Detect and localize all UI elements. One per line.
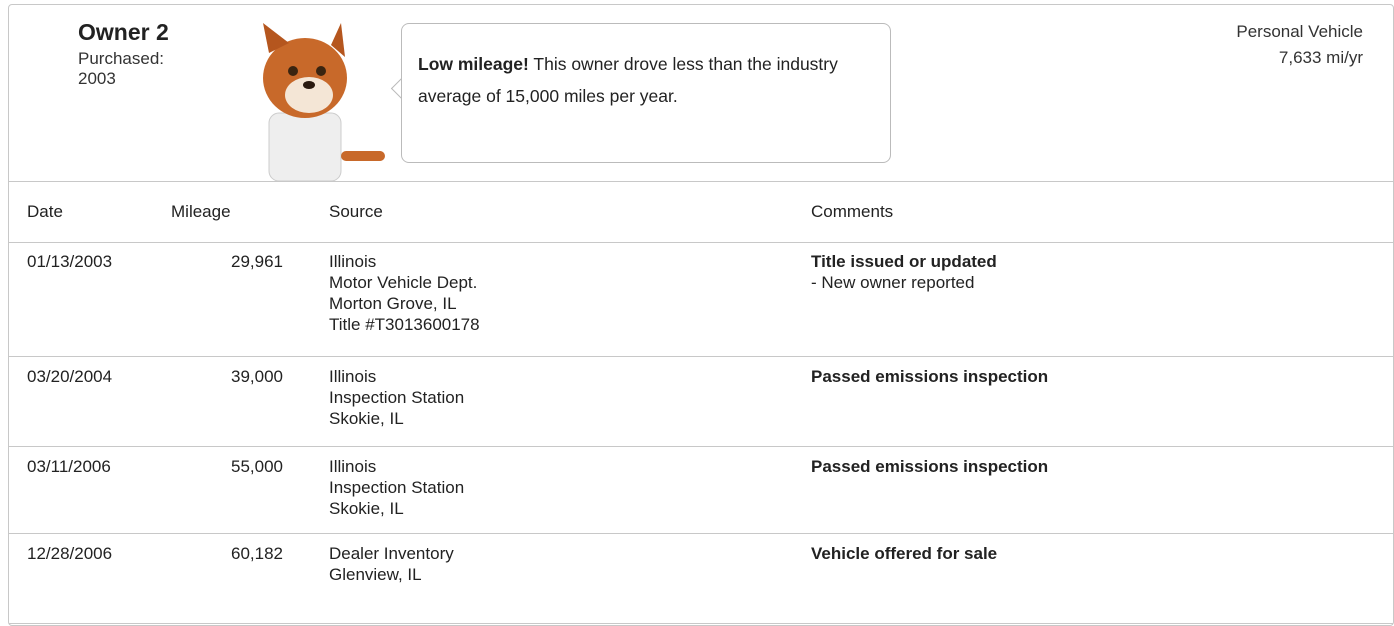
mileage: 29,961	[159, 251, 283, 272]
source-line: Illinois	[329, 366, 464, 387]
date: 12/28/2006	[27, 543, 112, 564]
callout-highlight: Low mileage!	[418, 54, 529, 74]
purchased-year: 2003	[78, 69, 164, 89]
source-line: Dealer Inventory	[329, 543, 454, 564]
source-line: Illinois	[329, 456, 464, 477]
source-line: Illinois	[329, 251, 480, 272]
source-line: Skokie, IL	[329, 408, 464, 429]
date: 01/13/2003	[27, 251, 112, 272]
source-line: Inspection Station	[329, 477, 464, 498]
comment-title: Passed emissions inspection	[811, 366, 1048, 387]
comment-detail: - New owner reported	[811, 272, 997, 293]
comments: Passed emissions inspection	[811, 366, 1048, 387]
date: 03/11/2006	[27, 456, 111, 477]
mileage: 55,000	[159, 456, 283, 477]
table-header: Date Mileage Source Comments	[9, 181, 1393, 243]
purchased-label: Purchased:	[78, 49, 164, 69]
comment-title: Vehicle offered for sale	[811, 543, 997, 564]
source-line: Morton Grove, IL	[329, 293, 480, 314]
source-line: Inspection Station	[329, 387, 464, 408]
usage-rate: 7,633 mi/yr	[1236, 45, 1363, 71]
column-header: Date	[27, 202, 63, 222]
comments: Title issued or updated- New owner repor…	[811, 251, 997, 293]
comments: Passed emissions inspection	[811, 456, 1048, 477]
owner-card: Owner 2 Purchased: 2003 Low mileage! Thi…	[8, 4, 1394, 626]
comment-title: Passed emissions inspection	[811, 456, 1048, 477]
usage: Personal Vehicle 7,633 mi/yr	[1236, 19, 1363, 71]
comment-title: Title issued or updated	[811, 251, 997, 272]
column-header: Source	[329, 202, 383, 222]
usage-type: Personal Vehicle	[1236, 19, 1363, 45]
owner-title: Owner 2	[78, 19, 169, 46]
source-line: Skokie, IL	[329, 498, 464, 519]
column-header: Comments	[811, 202, 893, 222]
mascot	[241, 23, 391, 181]
source-line: Motor Vehicle Dept.	[329, 272, 480, 293]
comments: Vehicle offered for sale	[811, 543, 997, 564]
page: Owner 2 Purchased: 2003 Low mileage! Thi…	[0, 0, 1394, 608]
source-line: Title #T3013600178	[329, 314, 480, 335]
mileage: 60,182	[159, 543, 283, 564]
callout: Low mileage! This owner drove less than …	[401, 23, 891, 163]
source-line: Glenview, IL	[329, 564, 454, 585]
purchased: Purchased: 2003	[78, 49, 164, 89]
callout-text: Low mileage! This owner drove less than …	[418, 48, 868, 112]
mileage: 39,000	[159, 366, 283, 387]
column-header: Mileage	[171, 202, 231, 222]
date: 03/20/2004	[27, 366, 112, 387]
